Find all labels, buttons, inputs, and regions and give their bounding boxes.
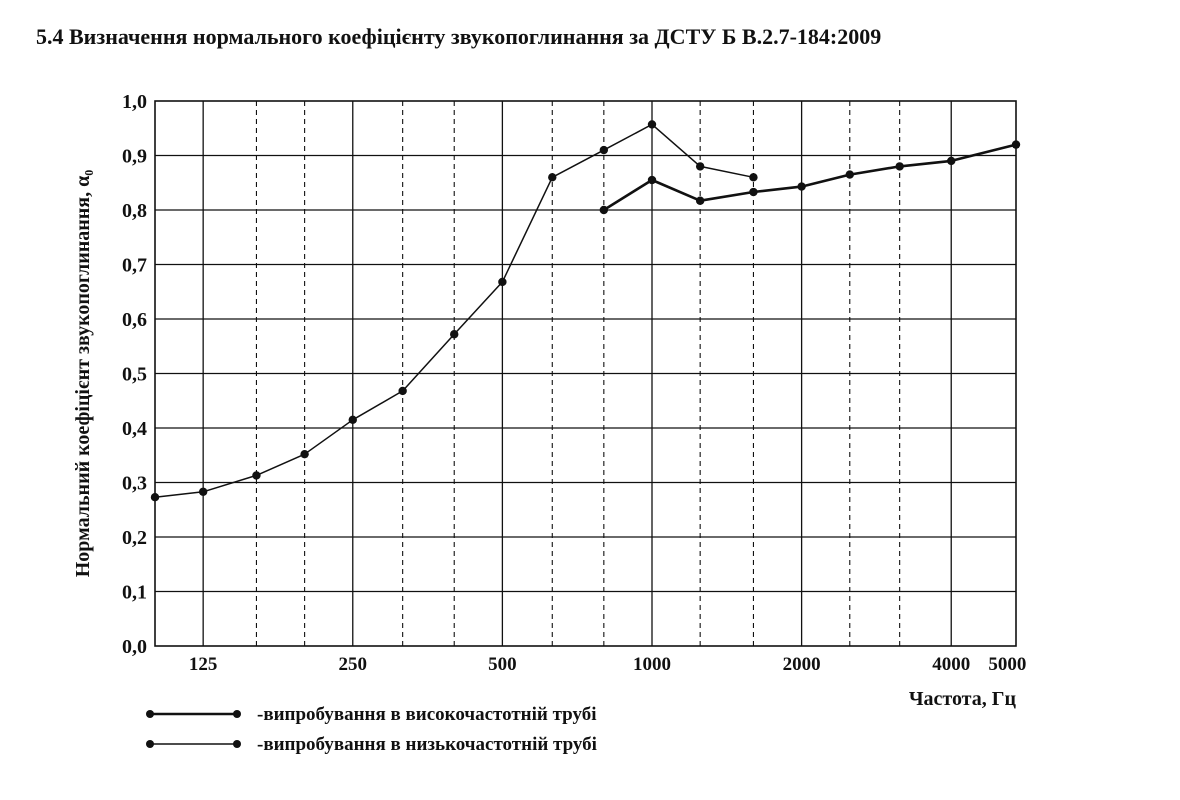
- data-point: [749, 187, 758, 197]
- data-point: [895, 162, 904, 171]
- data-point: [647, 120, 657, 129]
- data-point: [647, 175, 657, 185]
- x-tick-label: 2000: [783, 654, 821, 675]
- page-title: 5.4 Визначення нормального коефіцієнту з…: [36, 24, 882, 49]
- y-tick-label: 1,0: [122, 91, 147, 113]
- x-tick-label: 250: [339, 654, 368, 675]
- series-line: [603, 143, 1017, 212]
- data-point: [548, 173, 557, 182]
- data-point: [749, 173, 758, 182]
- data-point: [599, 145, 609, 155]
- x-tick-label: 500: [488, 654, 517, 675]
- data-point: [845, 170, 854, 179]
- data-point: [348, 415, 357, 425]
- legend-label: -випробування в високочастотній трубі: [257, 704, 597, 725]
- y-tick-label: 0,8: [122, 200, 147, 222]
- y-tick-label: 0,1: [122, 582, 147, 604]
- y-tick-label: 0,7: [122, 255, 147, 277]
- x-tick-label: 5000: [988, 654, 1026, 675]
- data-point: [1011, 140, 1021, 149]
- y-tick-label: 0,6: [122, 309, 147, 331]
- data-point: [300, 449, 309, 459]
- y-axis-label: Нормальний коефіцієнт звукопоглинання, α…: [72, 170, 94, 578]
- x-tick-label: 4000: [932, 654, 970, 675]
- data-point: [150, 493, 160, 502]
- y-tick-label: 0,9: [122, 146, 147, 168]
- data-point: [498, 277, 507, 287]
- x-axis-label: Частота, Гц: [909, 688, 1017, 710]
- data-point: [450, 330, 459, 339]
- data-point: [797, 182, 806, 191]
- x-tick-label: 1000: [633, 654, 671, 675]
- data-point: [947, 156, 956, 166]
- y-tick-label: 0,3: [122, 473, 147, 495]
- legend-label: -випробування в низькочастотній трубі: [257, 734, 597, 755]
- data-point: [695, 196, 705, 205]
- data-point: [695, 162, 705, 171]
- x-tick-label: 125: [189, 654, 218, 675]
- y-tick-label: 0,5: [122, 364, 147, 386]
- y-tick-label: 0,0: [122, 636, 147, 658]
- legend-line-sample: [146, 710, 241, 718]
- data-point: [398, 386, 407, 396]
- y-tick-label: 0,4: [122, 418, 147, 440]
- legend-line-sample: [146, 740, 241, 748]
- data-point: [599, 205, 609, 215]
- data-point: [252, 471, 261, 480]
- y-tick-label: 0,2: [122, 527, 147, 549]
- data-point: [198, 487, 208, 496]
